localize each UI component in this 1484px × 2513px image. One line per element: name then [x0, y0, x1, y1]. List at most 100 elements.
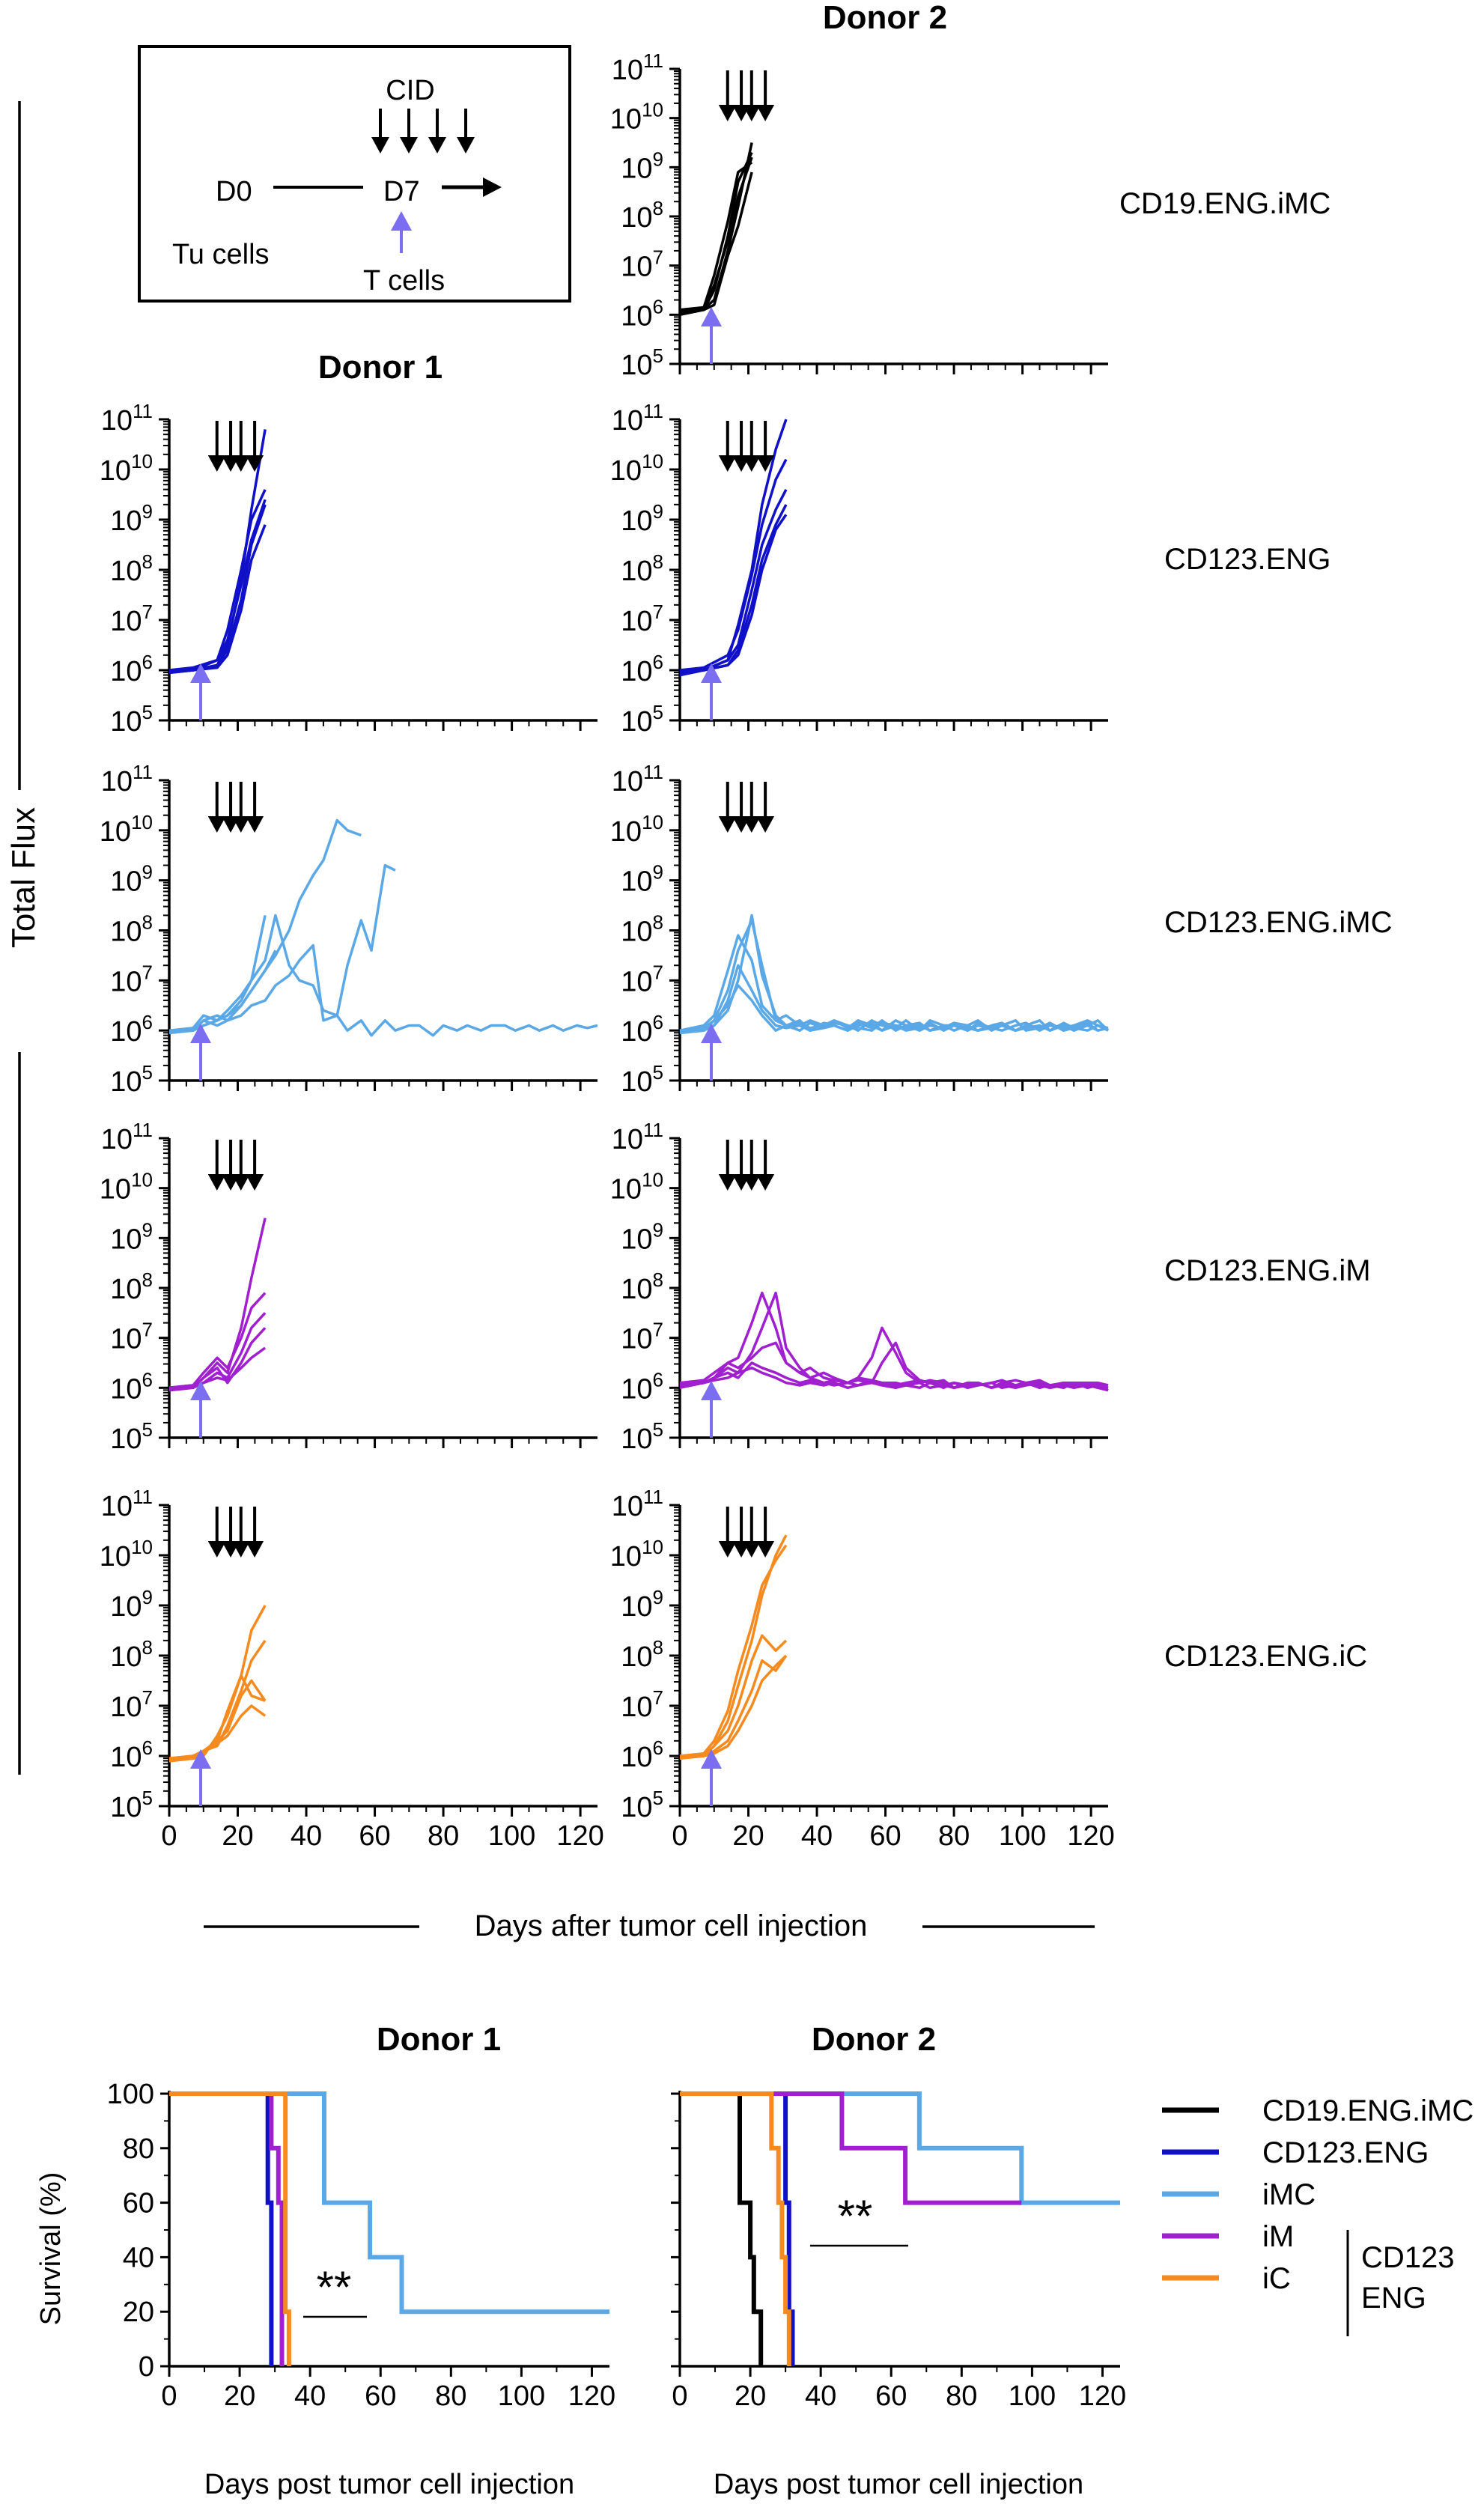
cid-arrow-3 — [742, 421, 761, 472]
legend-label: CD19.ENG.iMC — [1262, 2094, 1474, 2127]
x-tick-label: 80 — [435, 2380, 466, 2412]
legend-label: CD123.ENG — [1262, 2136, 1429, 2169]
legend-label: iM — [1262, 2220, 1294, 2253]
series-line-m2 — [169, 863, 396, 1032]
cid-arrow-1 — [718, 1507, 737, 1558]
cid-arrow-1 — [718, 421, 737, 472]
x-tick-label: 60 — [869, 1820, 901, 1852]
y-tick-label: 109 — [110, 1586, 153, 1623]
survival-xlabel-donor2: Days post tumor cell injection — [714, 2469, 1083, 2500]
y-tick-label: 1010 — [610, 1536, 663, 1572]
x-tick-label: 120 — [568, 2380, 615, 2412]
legend-item: CD123.ENG — [1162, 2136, 1429, 2169]
legend-item: iM — [1162, 2220, 1294, 2253]
schematic-t-cell-arrow — [391, 211, 412, 253]
x-tick-label: 40 — [294, 2380, 326, 2412]
survival-panel-donor2: 0 20 40 60 80 100 120 — [671, 2091, 1126, 2412]
y-tick-label: 1011 — [101, 1119, 153, 1155]
total-flux-ylabel: Total Flux — [5, 807, 42, 948]
series-line-m3 — [168, 1674, 266, 1763]
y-tick-label: 107 — [621, 1686, 663, 1723]
y-tick-label: 106 — [110, 1368, 153, 1405]
y-tick-label: 108 — [621, 197, 663, 234]
y-tick-label: 108 — [621, 1268, 663, 1305]
series-line-m4 — [168, 499, 267, 672]
flux-panel-donor2-cd123-eng: 105 106 107 108 109 1010 1011 — [610, 400, 1108, 738]
row-label-cd123-eng-imc: CD123.ENG.iMC — [1164, 906, 1393, 939]
flux-panel-donor1-cd123-eng-imc: 105 106 107 108 109 1010 1011 — [100, 761, 598, 1098]
cid-arrow-3 — [742, 782, 761, 833]
series-line-m2 — [679, 151, 753, 314]
series-line-m4 — [168, 1679, 267, 1763]
y-tick-label: 105 — [621, 1061, 663, 1098]
y-tick-label: 1010 — [100, 450, 153, 487]
flux-panel-donor2-cd123-eng-ic: 105 106 107 108 109 1010 1011 0 20 40 60 80 100 120 — [610, 1486, 1115, 1852]
x-tick-label: 100 — [1009, 2380, 1056, 2412]
t-cell-arrow — [701, 1381, 723, 1438]
t-cell-arrow — [701, 1749, 723, 1806]
schematic-d0-label: D0 — [216, 176, 252, 207]
x-tick-label: 40 — [805, 2380, 836, 2412]
x-tick-label: 120 — [1079, 2380, 1126, 2412]
t-cell-injection-arrow — [391, 211, 412, 253]
series-line-m4 — [679, 1361, 1109, 1392]
schematic: CID D0 D7 Tu cells T cells — [138, 45, 571, 303]
survival-curve-iMC — [169, 2091, 609, 2315]
flux-panel-donor1-cd123-eng-im: 105 106 107 108 109 1010 1011 — [100, 1119, 597, 1455]
y-tick-label: 107 — [110, 961, 153, 997]
cid-arrow-1 — [718, 782, 737, 833]
x-tick-label: 100 — [999, 1820, 1046, 1852]
y-tick-label: 40 — [123, 2242, 154, 2273]
y-tick-label: 105 — [621, 1418, 663, 1455]
y-tick-label: 105 — [110, 1787, 153, 1823]
x-tick-label: 0 — [672, 2380, 687, 2412]
flux-panel-donor2-cd123-eng-im: 105 106 107 108 109 1010 1011 — [610, 1119, 1109, 1455]
y-tick-label: 1011 — [612, 49, 663, 86]
survival-ylabel: Survival (%) — [35, 2172, 67, 2326]
y-tick-label: 109 — [621, 861, 663, 898]
survival-curve-iMC — [680, 2091, 1120, 2205]
x-tick-label: 20 — [735, 2380, 766, 2412]
legend-item: iC — [1162, 2262, 1291, 2295]
significance-donor2: ** — [838, 2191, 873, 2241]
t-cell-arrow — [190, 1749, 212, 1806]
y-tick-label: 109 — [621, 500, 663, 537]
y-tick-label: 107 — [110, 1686, 153, 1723]
y-tick-label: 107 — [110, 601, 153, 637]
y-tick-label: 109 — [621, 1218, 663, 1255]
y-tick-label: 108 — [621, 911, 663, 948]
series-line-m5 — [679, 964, 1109, 1032]
cid-arrow-3 — [428, 109, 446, 154]
y-tick-label: 107 — [621, 1319, 663, 1355]
y-tick-label: 106 — [110, 1011, 153, 1048]
series-line-m5 — [679, 1366, 1109, 1392]
legend-item: CD19.ENG.iMC — [1162, 2094, 1474, 2127]
y-tick-label: 1011 — [612, 761, 663, 797]
y-tick-label: 105 — [110, 1061, 153, 1098]
x-tick-label: 20 — [224, 2380, 255, 2412]
y-tick-label: 105 — [110, 1418, 153, 1455]
y-tick-label: 1010 — [610, 811, 663, 848]
cid-arrow-3 — [231, 1507, 250, 1558]
t-cell-arrow — [701, 1024, 723, 1081]
cid-arrow-4 — [246, 421, 264, 472]
donor1-flux-title: Donor 1 — [318, 349, 443, 386]
y-tick-label: 20 — [123, 2297, 154, 2328]
schematic-tu-cells-label: Tu cells — [172, 239, 270, 270]
cid-arrow-3 — [742, 1507, 761, 1558]
x-tick-label: 60 — [875, 2380, 907, 2412]
series-line-m5 — [679, 1654, 788, 1760]
cid-arrow-3 — [742, 1140, 761, 1191]
series-line-m1 — [679, 1291, 1109, 1390]
y-tick-label: 109 — [621, 148, 663, 184]
y-tick-label: 108 — [110, 911, 153, 948]
donor1-survival-title: Donor 1 — [377, 2021, 501, 2058]
schematic-t-cells-label: T cells — [363, 265, 445, 297]
x-tick-label: 100 — [498, 2380, 545, 2412]
x-tick-label: 0 — [161, 1820, 177, 1852]
survival-curve-iM — [169, 2091, 285, 2366]
cid-arrow-4 — [246, 1140, 264, 1191]
series-line-m5 — [168, 1346, 267, 1390]
series-line-m5 — [679, 514, 788, 677]
